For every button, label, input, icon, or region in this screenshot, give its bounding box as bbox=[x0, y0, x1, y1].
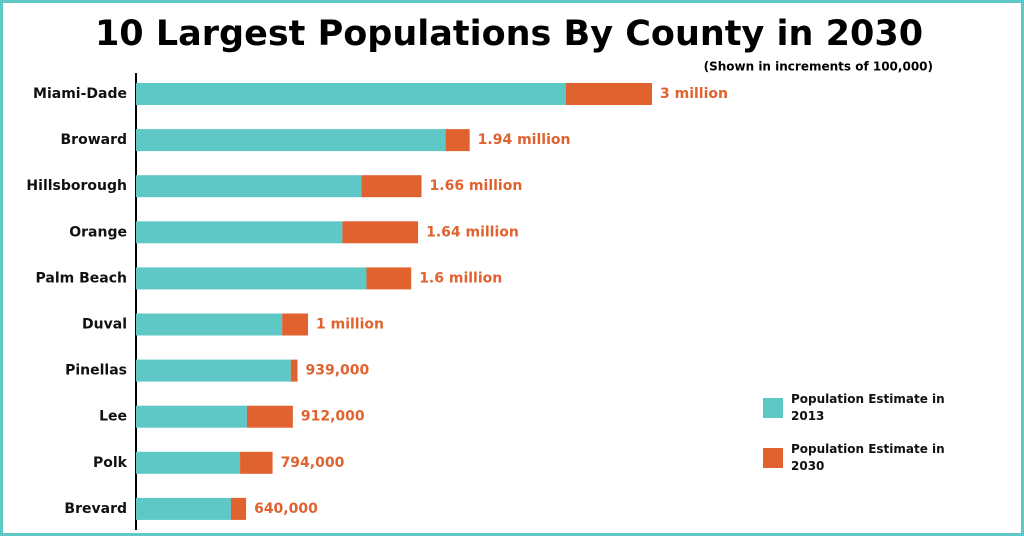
y-tick-label: Broward bbox=[61, 132, 128, 148]
chart: 10 Largest Populations By County in 2030… bbox=[26, 14, 933, 530]
bar-segment bbox=[136, 267, 367, 290]
y-tick-label: Polk bbox=[93, 455, 128, 471]
value-label: 3 million bbox=[660, 86, 728, 102]
bar-segment bbox=[136, 405, 247, 428]
chart-subtitle: (Shown in increments of 100,000) bbox=[704, 60, 933, 74]
bar-segment bbox=[282, 313, 308, 336]
legend-label: Population Estimate in 2013 bbox=[791, 392, 945, 423]
y-tick-label: Orange bbox=[69, 224, 127, 240]
bar-segment bbox=[445, 129, 470, 152]
bar-segment bbox=[240, 451, 273, 474]
bar-segment bbox=[136, 313, 283, 336]
y-tick-label: Brevard bbox=[64, 501, 127, 517]
y-tick-label: Miami-Dade bbox=[33, 86, 127, 102]
value-label: 640,000 bbox=[254, 501, 318, 517]
bar-segment bbox=[136, 221, 343, 244]
bar-segment bbox=[136, 359, 291, 382]
value-label: 912,000 bbox=[301, 409, 365, 425]
chart-title: 10 Largest Populations By County in 2030 bbox=[95, 14, 923, 54]
legend-label: Population Estimate in 2030 bbox=[791, 442, 945, 473]
y-tick-label: Pinellas bbox=[65, 363, 127, 379]
value-label: 1.94 million bbox=[478, 132, 571, 148]
y-tick-label: Lee bbox=[99, 409, 127, 425]
bar-segment bbox=[566, 83, 652, 105]
bar-segment bbox=[366, 267, 412, 290]
value-label: 1 million bbox=[316, 317, 384, 333]
bar-segment bbox=[136, 83, 566, 105]
legend-swatch bbox=[763, 448, 783, 468]
bar-segment bbox=[290, 359, 298, 382]
bar-segment bbox=[342, 221, 419, 244]
bar-segment bbox=[230, 497, 247, 520]
bar-segment bbox=[136, 175, 362, 198]
y-tick-label: Hillsborough bbox=[26, 178, 127, 194]
value-label: 794,000 bbox=[281, 455, 345, 471]
value-label: 939,000 bbox=[306, 363, 370, 379]
bar-segment bbox=[246, 405, 293, 428]
bar-segment bbox=[136, 129, 446, 152]
bar-segment bbox=[136, 451, 241, 474]
y-tick-label: Palm Beach bbox=[36, 270, 127, 286]
value-label: 1.64 million bbox=[426, 224, 519, 240]
value-label: 1.66 million bbox=[430, 178, 523, 194]
bar-segment bbox=[136, 497, 231, 520]
value-label: 1.6 million bbox=[419, 270, 502, 286]
y-tick-label: Duval bbox=[82, 317, 127, 333]
legend-swatch bbox=[763, 398, 783, 418]
bar-segment bbox=[361, 175, 422, 198]
